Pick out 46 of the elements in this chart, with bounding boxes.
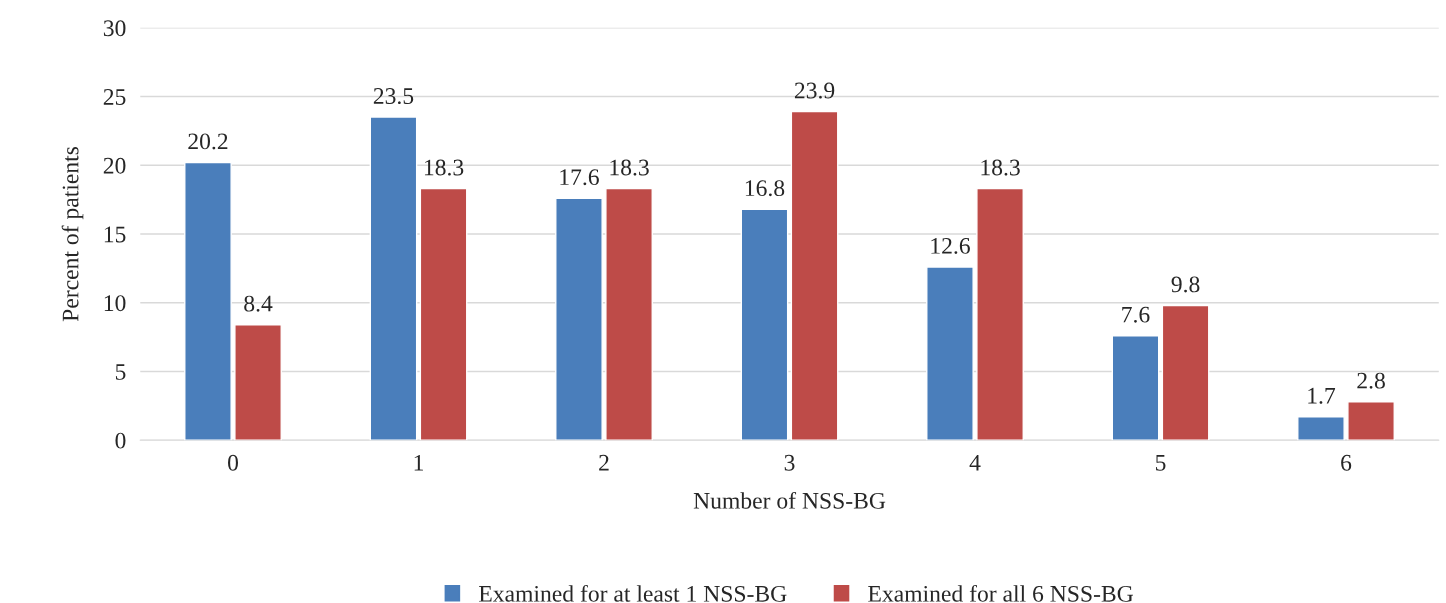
bar bbox=[1297, 416, 1345, 441]
y-tick-label: 10 bbox=[104, 295, 126, 312]
y-tick-label: 20 bbox=[103, 157, 126, 174]
bar bbox=[976, 187, 1024, 441]
bar bbox=[1111, 335, 1160, 441]
x-tick-label: 0 bbox=[228, 454, 239, 471]
data-label: 7.6 bbox=[1122, 306, 1150, 323]
bar bbox=[926, 266, 974, 441]
x-tick-label: 3 bbox=[784, 454, 795, 471]
data-label: 18.3 bbox=[424, 159, 464, 176]
y-tick-label: 0 bbox=[115, 432, 126, 449]
data-label: 23.5 bbox=[373, 88, 414, 105]
data-label: 18.3 bbox=[610, 159, 649, 176]
bar bbox=[369, 116, 418, 441]
y-tick-label: 25 bbox=[103, 89, 126, 105]
data-label: 23.9 bbox=[794, 82, 835, 99]
x-tick-label: 6 bbox=[1341, 454, 1352, 471]
x-tick-label: 5 bbox=[1155, 455, 1166, 471]
bar bbox=[184, 161, 232, 441]
data-label: 9.8 bbox=[1171, 276, 1200, 293]
data-label: 20.2 bbox=[188, 133, 228, 150]
legend-label: Examined for all 6 NSS-BG bbox=[868, 584, 1133, 602]
data-label: 8.4 bbox=[244, 295, 273, 312]
x-tick-label: 4 bbox=[969, 454, 981, 471]
data-label: 1.7 bbox=[1308, 387, 1336, 404]
bar bbox=[1347, 400, 1395, 441]
bar bbox=[790, 110, 839, 441]
y-tick-label: 30 bbox=[103, 20, 126, 37]
data-label: 17.6 bbox=[560, 169, 599, 186]
bar bbox=[740, 208, 789, 441]
data-label: 2.8 bbox=[1357, 372, 1385, 389]
bar bbox=[605, 187, 653, 441]
x-axis-title: Number of NSS-BG bbox=[693, 491, 886, 509]
bar bbox=[555, 197, 603, 441]
x-tick-label: 2 bbox=[599, 454, 609, 471]
bar bbox=[1161, 304, 1210, 441]
data-label: 12.6 bbox=[931, 237, 970, 254]
bar bbox=[234, 324, 282, 441]
legend-label: Examined for at least 1 NSS-BG bbox=[479, 584, 787, 602]
y-tick-label: 15 bbox=[104, 226, 126, 243]
y-tick-label: 5 bbox=[115, 364, 126, 380]
x-tick-label: 1 bbox=[414, 454, 423, 471]
data-label: 18.3 bbox=[981, 159, 1020, 176]
data-label: 16.8 bbox=[745, 180, 785, 197]
y-axis-title: Percent of patients bbox=[61, 146, 84, 322]
bar bbox=[419, 187, 468, 441]
